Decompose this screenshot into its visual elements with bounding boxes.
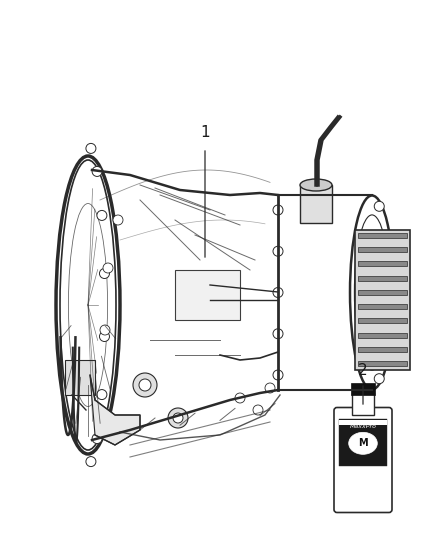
Bar [358,361,407,366]
Circle shape [273,287,283,297]
Bar [300,185,332,223]
Circle shape [374,374,384,384]
Bar [358,304,407,309]
Circle shape [273,205,283,215]
Bar [339,421,387,425]
Bar [358,262,407,266]
Circle shape [86,143,96,154]
Bar [358,290,407,295]
Bar [352,393,374,415]
Circle shape [168,408,188,428]
Bar [175,270,240,320]
Circle shape [92,433,102,443]
Circle shape [133,373,157,397]
Text: MaxxPro: MaxxPro [350,424,377,429]
Circle shape [139,379,151,391]
Bar [351,383,375,395]
Bar [358,318,407,324]
Text: M: M [358,438,368,448]
Bar [358,347,407,352]
Circle shape [173,413,183,423]
Circle shape [92,166,102,176]
Circle shape [113,215,123,225]
Circle shape [273,329,283,339]
FancyBboxPatch shape [334,408,392,513]
Bar [339,419,387,465]
Circle shape [389,233,399,243]
Circle shape [395,287,405,297]
Circle shape [97,211,107,221]
Bar [358,233,407,238]
Circle shape [97,390,107,400]
Circle shape [389,342,399,352]
Circle shape [253,405,263,415]
Text: 2: 2 [358,363,368,378]
Text: 1: 1 [200,125,210,140]
Bar [65,360,95,395]
Circle shape [235,393,245,403]
Circle shape [265,383,275,393]
Bar [358,333,407,337]
Circle shape [86,457,96,466]
Bar [358,276,407,281]
Bar [358,247,407,252]
Circle shape [99,269,110,279]
Ellipse shape [300,179,332,191]
Circle shape [273,246,283,256]
Ellipse shape [349,432,377,454]
Circle shape [374,201,384,211]
Polygon shape [90,375,140,445]
Circle shape [103,263,113,273]
Circle shape [100,325,110,335]
Circle shape [99,332,110,342]
Circle shape [273,370,283,380]
Bar [355,230,410,370]
